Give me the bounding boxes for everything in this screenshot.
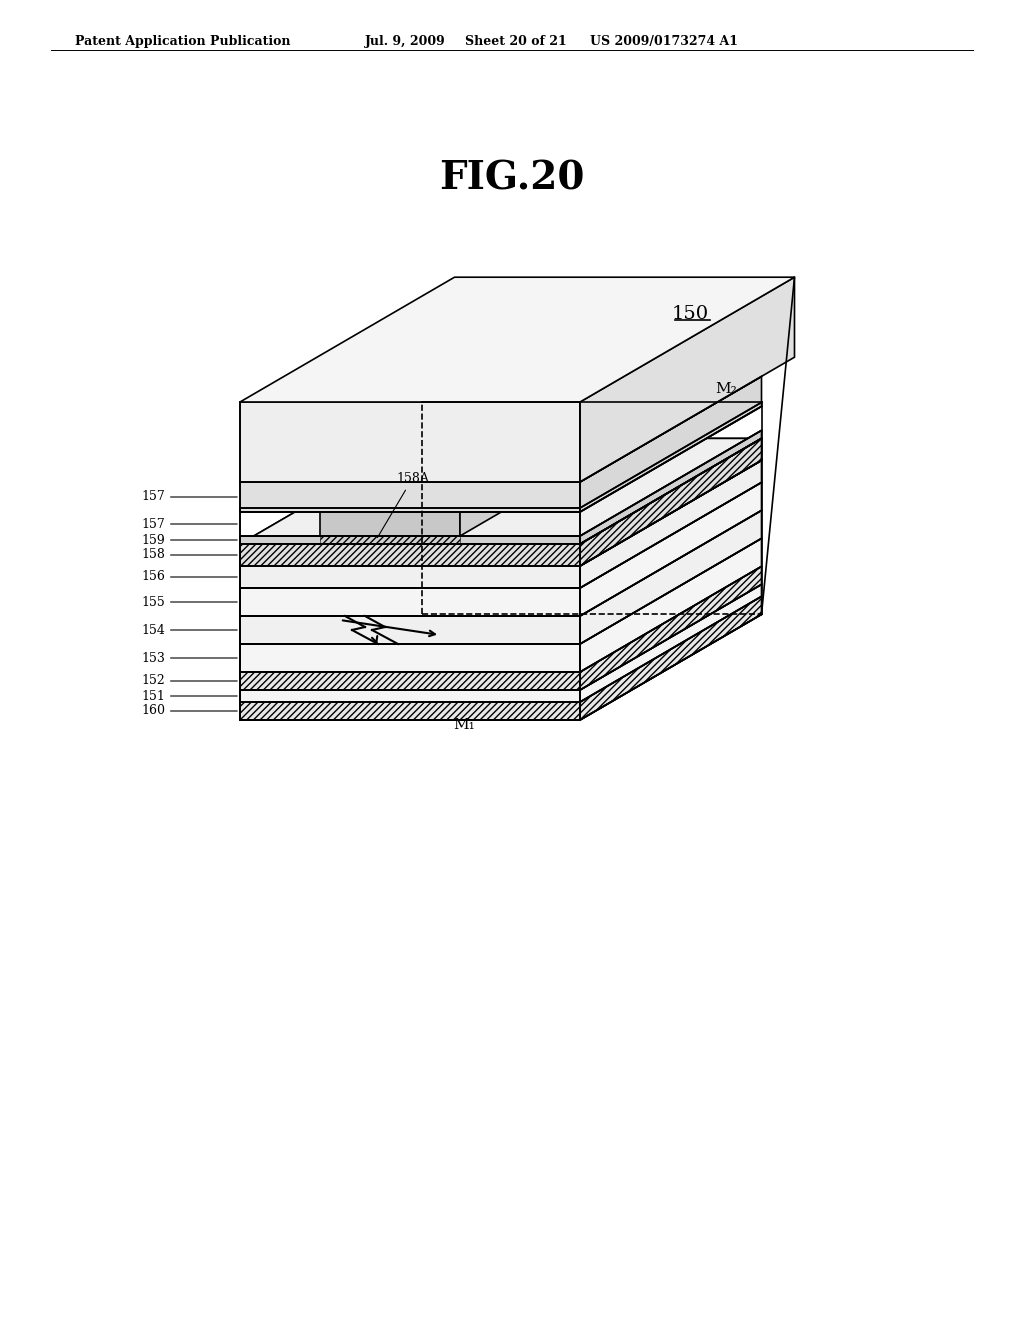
Polygon shape — [580, 438, 762, 566]
Polygon shape — [240, 702, 580, 719]
Text: M₁: M₁ — [454, 718, 475, 733]
Polygon shape — [240, 587, 580, 616]
Text: 159: 159 — [141, 533, 238, 546]
Text: Jul. 9, 2009: Jul. 9, 2009 — [365, 36, 445, 48]
Polygon shape — [240, 616, 580, 644]
Text: 158: 158 — [141, 549, 238, 561]
Polygon shape — [240, 376, 762, 482]
Polygon shape — [580, 438, 762, 566]
Polygon shape — [580, 461, 762, 587]
Text: US 2009/0173274 A1: US 2009/0173274 A1 — [590, 36, 738, 48]
Polygon shape — [240, 672, 580, 690]
Text: Patent Application Publication: Patent Application Publication — [75, 36, 291, 48]
Polygon shape — [580, 376, 762, 512]
Polygon shape — [240, 438, 762, 544]
Polygon shape — [240, 277, 795, 403]
Polygon shape — [240, 544, 580, 566]
Polygon shape — [240, 376, 762, 482]
Text: 158A: 158A — [378, 473, 429, 537]
Polygon shape — [580, 539, 762, 672]
Text: 154: 154 — [141, 623, 238, 636]
Polygon shape — [580, 597, 762, 719]
Text: 150: 150 — [672, 305, 709, 323]
Polygon shape — [240, 644, 580, 672]
Text: 160: 160 — [141, 705, 238, 718]
Polygon shape — [319, 512, 460, 536]
Text: 153: 153 — [141, 652, 238, 664]
Text: 151: 151 — [141, 689, 238, 702]
Polygon shape — [580, 566, 762, 690]
Text: 157: 157 — [141, 491, 238, 503]
Text: 152: 152 — [141, 675, 238, 688]
Polygon shape — [240, 536, 580, 544]
Polygon shape — [240, 544, 580, 566]
Text: 157: 157 — [141, 517, 238, 531]
Text: 156: 156 — [141, 570, 238, 583]
Polygon shape — [460, 407, 641, 536]
Polygon shape — [240, 690, 580, 702]
Polygon shape — [580, 277, 795, 482]
Text: Sheet 20 of 21: Sheet 20 of 21 — [465, 36, 566, 48]
Polygon shape — [580, 511, 762, 644]
Polygon shape — [580, 430, 762, 544]
Polygon shape — [580, 585, 762, 702]
Polygon shape — [319, 407, 641, 512]
Text: FIG.20: FIG.20 — [439, 160, 585, 198]
Polygon shape — [240, 482, 580, 512]
Polygon shape — [240, 403, 580, 482]
Polygon shape — [240, 438, 762, 544]
Polygon shape — [580, 482, 762, 616]
Text: 155: 155 — [141, 595, 238, 609]
Text: M₂: M₂ — [716, 383, 737, 396]
Polygon shape — [240, 566, 580, 587]
